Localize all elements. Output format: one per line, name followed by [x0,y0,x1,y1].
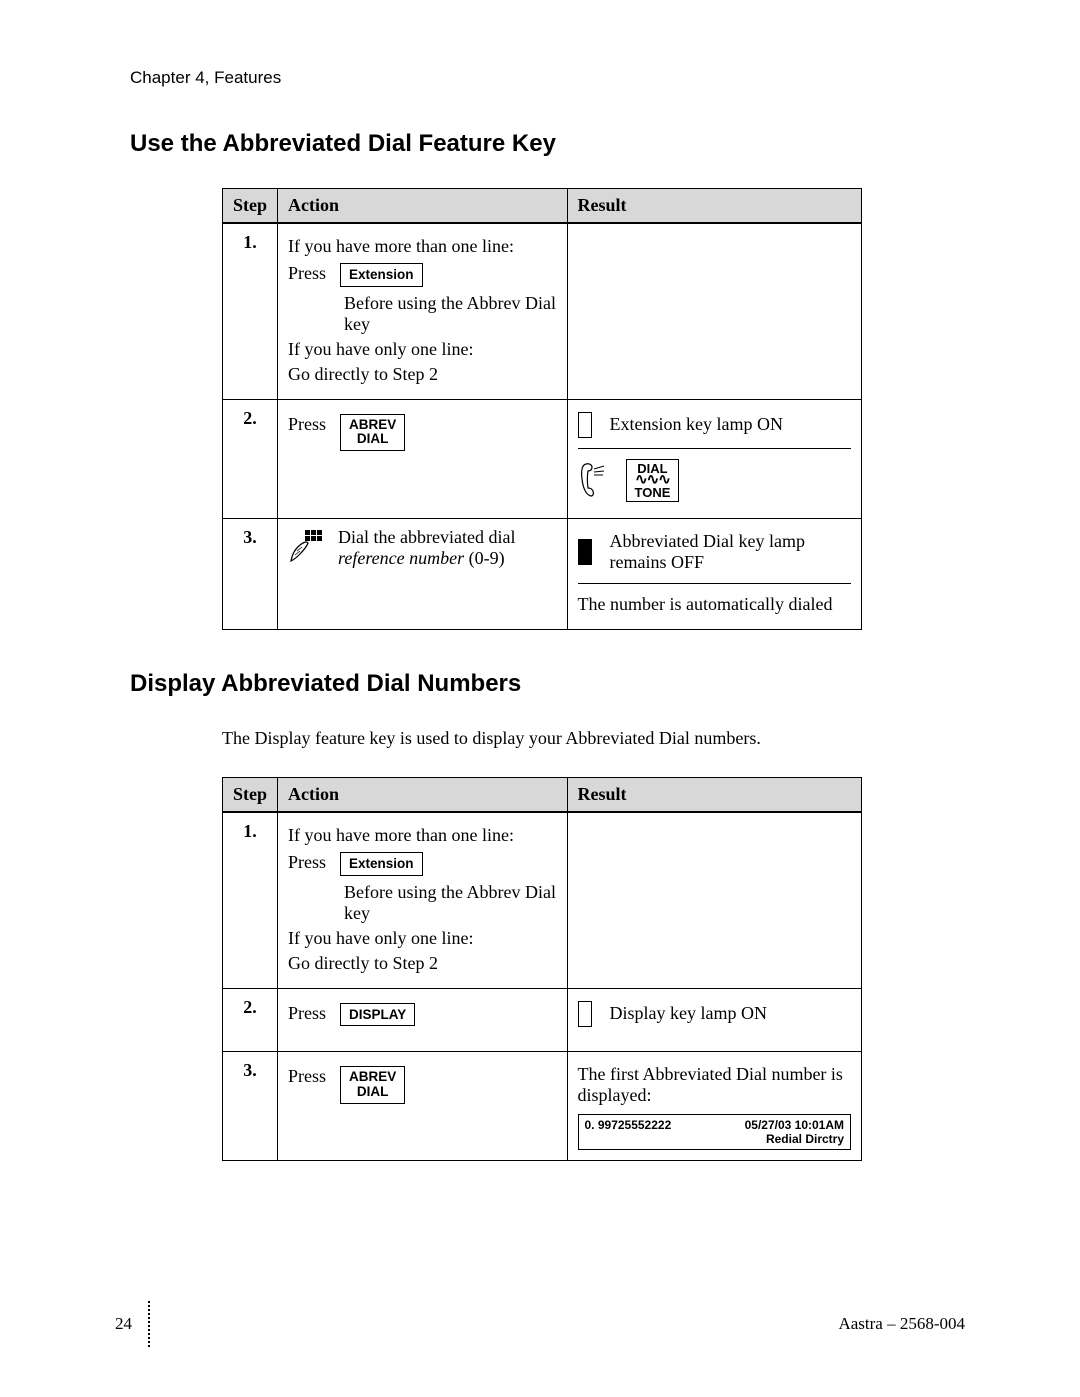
doc-id: Aastra – 2568-004 [838,1314,965,1334]
display-key: DISPLAY [340,1003,415,1027]
key-row: Press DISPLAY [288,1003,556,1027]
lamp-text: Extension key lamp ON [610,414,851,435]
th-result: Result [567,778,862,813]
result-cell: Extension key lamp ON DIAL ∿∿∿ TONE [567,399,861,519]
step-num: 1. [223,812,278,988]
th-action: Action [278,189,568,224]
action-cell: If you have more than one line: Press Ex… [278,223,568,399]
handset-icon [578,461,608,499]
page-number-block: 24 [115,1301,152,1347]
table-row: 2. Press DISPLAY Display key lamp ON [223,988,862,1051]
result-cell: Display key lamp ON [567,988,862,1051]
press-label: Press [288,263,326,284]
dial-tone-box: DIAL ∿∿∿ TONE [626,459,680,503]
result-cell [567,812,862,988]
press-label: Press [288,852,326,873]
dial-text: Dial the abbreviated dial reference numb… [338,527,557,569]
step-num: 2. [223,399,278,519]
key-row: Press Extension [288,852,556,876]
lcd-right: 05/27/03 10:01AM Redial Dirctry [745,1118,844,1146]
extension-key: Extension [340,852,423,876]
text: Go directly to Step 2 [288,953,556,974]
lamp-text: Display key lamp ON [610,1003,852,1024]
dial-row: Dial the abbreviated dial reference numb… [288,527,557,569]
action-cell: Dial the abbreviated dial reference numb… [278,519,568,630]
text: Before using the Abbrev Dial key [344,293,557,335]
keypad-finger-icon [288,529,324,563]
table-row: 3. Press ABREV DIAL The first Abbreviate… [223,1051,862,1160]
lamp-row: Display key lamp ON [578,1001,852,1031]
chapter-label: Chapter 4, Features [130,68,965,88]
action-cell: Press DISPLAY [278,988,567,1051]
footer: 24 Aastra – 2568-004 [0,1301,1080,1347]
result-cell: The first Abbreviated Dial number is dis… [567,1051,862,1160]
result-cell: Abbreviated Dial key lamp remains OFF Th… [567,519,861,630]
abrev-dial-key: ABREV DIAL [340,414,405,452]
th-action: Action [278,778,567,813]
table-row: 1. If you have more than one line: Press… [223,812,862,988]
lamp-on-icon [578,539,592,565]
step-num: 2. [223,988,278,1051]
dots-icon [148,1301,152,1347]
result-cell [567,223,861,399]
step-num: 3. [223,519,278,630]
section2-intro: The Display feature key is used to displ… [222,728,965,749]
page-number: 24 [115,1314,132,1334]
text: If you have more than one line: [288,236,557,257]
abrev-dial-key: ABREV DIAL [340,1066,405,1104]
text: If you have only one line: [288,339,557,360]
table-row: 2. Press ABREV DIAL Extension key lamp O… [223,399,862,519]
step-num: 1. [223,223,278,399]
key-row: Press ABREV DIAL [288,1066,556,1104]
th-result: Result [567,189,861,224]
table-2: Step Action Result 1. If you have more t… [222,777,862,1161]
section1-title: Use the Abbreviated Dial Feature Key [130,130,965,158]
key-row: Press Extension [288,263,557,287]
text: If you have more than one line: [288,825,556,846]
lamp-row: Abbreviated Dial key lamp remains OFF [578,531,851,584]
text: Before using the Abbrev Dial key [344,882,556,924]
press-label: Press [288,1066,326,1087]
action-cell: If you have more than one line: Press Ex… [278,812,567,988]
table-1: Step Action Result 1. If you have more t… [222,188,862,630]
lamp-text: Abbreviated Dial key lamp remains OFF [610,531,851,573]
section2-title: Display Abbreviated Dial Numbers [130,670,965,698]
text: If you have only one line: [288,928,556,949]
press-label: Press [288,414,326,435]
step-num: 3. [223,1051,278,1160]
text: The number is automatically dialed [578,594,851,615]
th-step: Step [223,778,278,813]
lamp-off-icon [578,1001,592,1027]
lamp-off-icon [578,412,592,438]
table-row: 3. Dial [223,519,862,630]
lcd-display: 0. 99725552222 05/27/03 10:01AM Redial D… [578,1114,852,1150]
key-row: Press ABREV DIAL [288,414,557,452]
lcd-left: 0. 99725552222 [585,1118,672,1146]
extension-key: Extension [340,263,423,287]
page: Chapter 4, Features Use the Abbreviated … [0,0,1080,1397]
text: The first Abbreviated Dial number is dis… [578,1064,852,1106]
table-row: 1. If you have more than one line: Press… [223,223,862,399]
handset-row: DIAL ∿∿∿ TONE [578,459,851,503]
press-label: Press [288,1003,326,1024]
text: Go directly to Step 2 [288,364,557,385]
action-cell: Press ABREV DIAL [278,1051,567,1160]
th-step: Step [223,189,278,224]
action-cell: Press ABREV DIAL [278,399,568,519]
lamp-row: Extension key lamp ON [578,412,851,449]
